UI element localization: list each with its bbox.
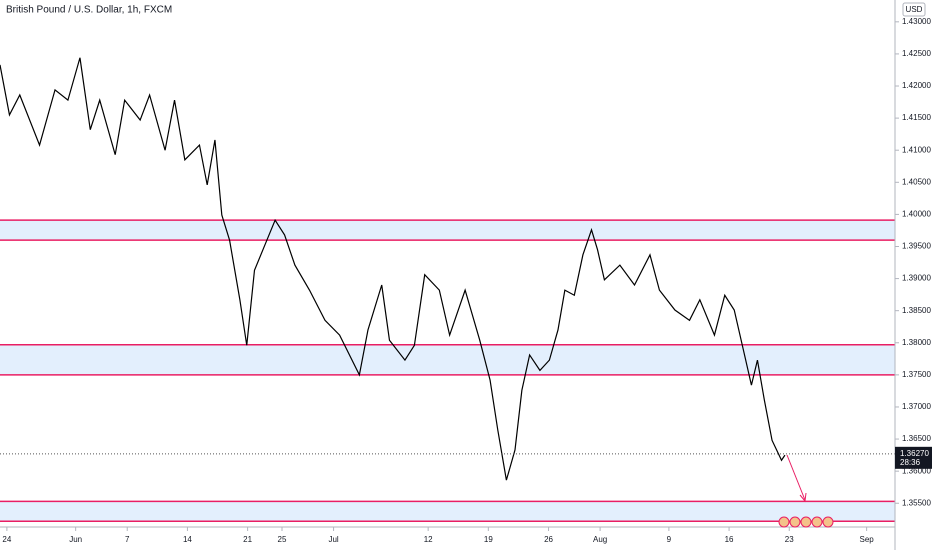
currency[interactable]: USD [906, 5, 923, 14]
y-tick-label: 1.37000 [902, 402, 931, 411]
zone [0, 344, 895, 375]
price-line [0, 57, 786, 481]
y-tick-label: 1.42000 [902, 81, 931, 90]
x-tick-label: 12 [424, 535, 433, 544]
y-tick-label: 1.38000 [902, 338, 931, 347]
x-tick-label: 19 [484, 535, 493, 544]
x-tick-label: 25 [278, 535, 287, 544]
y-tick-label: 1.39000 [902, 274, 931, 283]
x-tick-label: 7 [125, 535, 130, 544]
y-tick-label: 1.37500 [902, 370, 931, 379]
x-tick-label: 24 [2, 535, 11, 544]
y-tick-label: 1.36500 [902, 434, 931, 443]
arrow [786, 454, 806, 501]
x-tick-label: 14 [183, 535, 192, 544]
y-tick-label: 1.36000 [902, 466, 931, 475]
x-tick-label: Sep [860, 535, 875, 544]
chart-title: British Pound / U.S. Dollar, 1h, FXCM [6, 5, 172, 16]
y-tick-label: 1.42500 [902, 49, 931, 58]
y-tick-label: 1.39500 [902, 242, 931, 251]
y-tick-label: 1.41000 [902, 145, 931, 154]
y-tick-label: 1.35500 [902, 498, 931, 507]
x-tick-label: 23 [785, 535, 794, 544]
last-price-label: 1.36270 [900, 449, 929, 458]
y-tick-label: 1.40000 [902, 210, 931, 219]
x-tick-label: 26 [544, 535, 553, 544]
y-tick-label: 1.40500 [902, 177, 931, 186]
y-tick-label: 1.43000 [902, 17, 931, 26]
x-tick-label: 21 [243, 535, 252, 544]
x-tick-label: Jul [328, 535, 338, 544]
event-icons[interactable] [778, 516, 834, 528]
x-tick-label: Aug [593, 535, 607, 544]
x-tick-label: Jun [69, 535, 82, 544]
currency-box[interactable] [902, 2, 926, 17]
last-price-box [895, 446, 932, 469]
y-tick-label: 1.41500 [902, 113, 931, 122]
zone [0, 220, 895, 241]
zone [0, 501, 895, 522]
y-tick-label: 1.38500 [902, 306, 931, 315]
x-tick-label: 16 [725, 535, 734, 544]
arrow-head [799, 492, 807, 503]
countdown: 28:36 [900, 458, 921, 467]
x-tick-label: 9 [667, 535, 672, 544]
